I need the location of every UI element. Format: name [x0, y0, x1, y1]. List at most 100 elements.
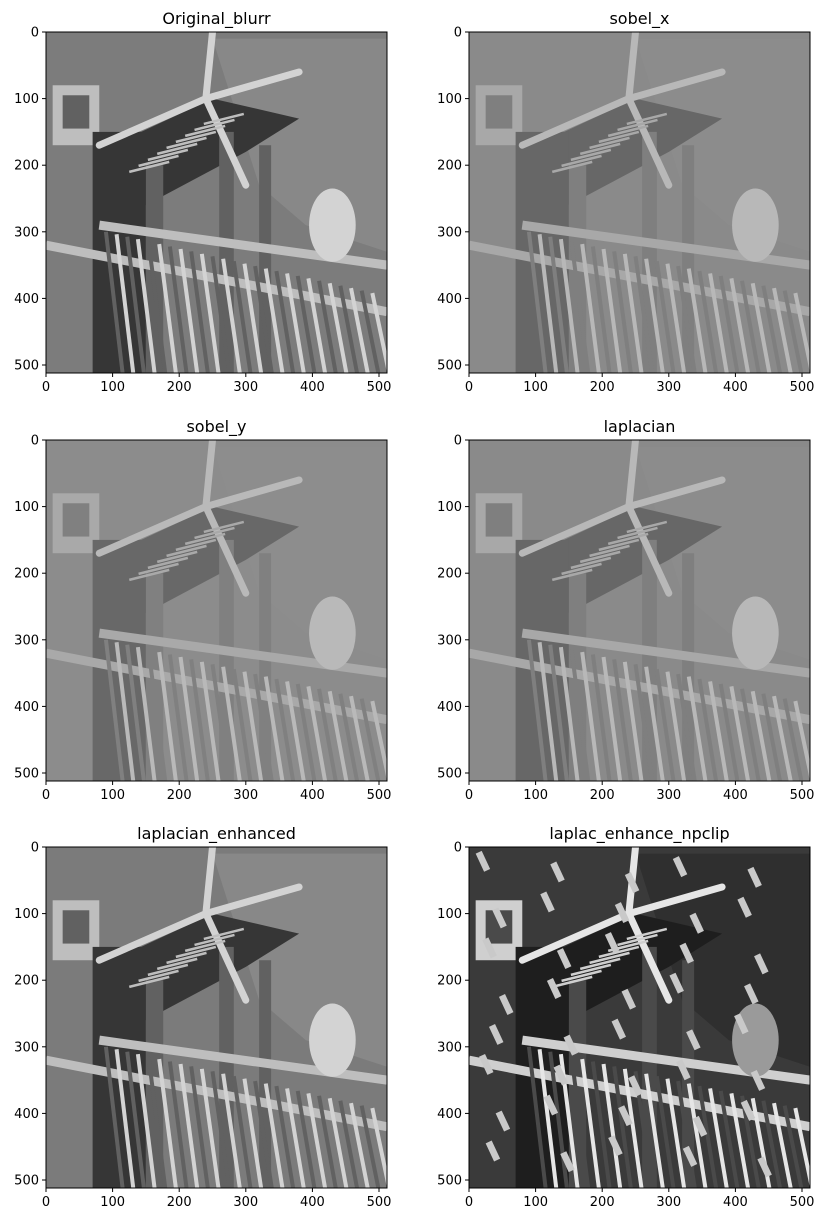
panel-5-baluster [370, 1107, 387, 1188]
panel-5-baluster [306, 1093, 328, 1188]
panel-1-baluster [274, 270, 296, 373]
panel-5-slat [203, 927, 245, 941]
panel-1-baluster [306, 278, 328, 373]
panel-4-baluster [548, 644, 569, 781]
panel-3-beam [202, 440, 217, 511]
panel-4-baluster [793, 700, 810, 781]
panel-6-clip-highlight [482, 937, 497, 959]
panel-6-clip-highlight [624, 872, 640, 894]
panel-6-slat [598, 945, 640, 959]
panel-title: laplacian [604, 417, 676, 436]
panel-2-slat [561, 154, 602, 168]
panel-4-baluster [772, 695, 793, 781]
panel-5-slat [194, 933, 235, 947]
panel-6-clip-highlight [676, 1059, 691, 1081]
panel-1-baluster [349, 287, 370, 373]
panel-5-baluster [285, 1088, 306, 1188]
panel-6-baluster [601, 1063, 623, 1188]
panel-1-slat [166, 136, 207, 150]
panel-1-baluster [135, 238, 157, 373]
panel-2-baluster [708, 273, 729, 373]
panel-5-beam [202, 910, 250, 1004]
panel-1-slat [194, 118, 235, 132]
panel-4-beam [625, 476, 726, 511]
panel-5-baluster [199, 1068, 221, 1188]
y-tick-label: 500 [14, 767, 39, 782]
axes-frame [45, 439, 388, 782]
panel-6-clip-highlight [682, 1145, 698, 1167]
panel-6-clip-highlight [750, 1069, 766, 1091]
image-content [469, 32, 810, 373]
panel-2-baluster [718, 275, 740, 373]
panel-3-baluster [221, 666, 242, 781]
panel-5-slat [128, 975, 170, 989]
panel-6-baluster [644, 1073, 665, 1188]
panel-6-clip-highlight [669, 972, 684, 994]
panel-3-baluster [253, 673, 274, 781]
y-tick-label: 400 [14, 700, 39, 715]
panel-3-slat [203, 520, 245, 534]
panel-3-beam [202, 503, 250, 597]
panel-1-blur-overlay [46, 32, 387, 373]
panel-6-clip-highlight [611, 1018, 627, 1040]
panel-2-window-pane [485, 95, 513, 129]
y-tick-label: 100 [437, 500, 462, 515]
panel-5-pillar [259, 960, 272, 1188]
panel-2-baluster [526, 231, 548, 373]
x-tick-label: 500 [367, 788, 392, 803]
panel-3-slat [138, 562, 179, 576]
panel-3-baluster [135, 646, 157, 781]
panel-2-slat [598, 130, 640, 144]
panel-6-clip-highlight [734, 1013, 749, 1035]
panel-5-slat [147, 963, 189, 977]
panel-title: laplacian_enhanced [137, 824, 296, 844]
panel-2-pillar [682, 145, 695, 373]
y-tick-label: 200 [14, 974, 39, 989]
panel-1-pillar [259, 145, 272, 373]
panel-5-baluster [263, 1083, 285, 1188]
panel-3-baluster [189, 659, 210, 781]
panel-4-baluster [718, 683, 740, 781]
panel-6-baluster [590, 1061, 612, 1188]
panel-6-clip-highlight [540, 891, 555, 913]
panel-6-slat [617, 933, 658, 947]
x-tick-label: 0 [42, 380, 50, 395]
panel-6-clip-highlight [604, 932, 620, 954]
panel-1-slat [147, 148, 189, 162]
panel-2-baluster [686, 268, 708, 373]
panel-4-baluster [697, 678, 719, 781]
panel-3-baluster [199, 661, 221, 781]
x-tick-label: 300 [656, 788, 681, 803]
panel-2-baluster [622, 253, 644, 373]
x-tick-label: 200 [590, 788, 615, 803]
panel-4-slat [570, 556, 612, 570]
panel-5-window-pane [62, 910, 90, 944]
panel-5-slat [175, 945, 217, 959]
panel-1-baluster [210, 256, 232, 373]
panel-3-baluster [231, 668, 253, 781]
panel-3-slat [128, 568, 170, 582]
panel-6-clip-highlight [563, 1034, 579, 1056]
panel-6-slat [579, 957, 621, 971]
x-tick-label: 100 [100, 788, 125, 803]
panel-1-baluster [295, 275, 317, 373]
panel-2-baluster [633, 256, 655, 373]
panel-6-beam [625, 883, 726, 918]
y-tick-label: 100 [14, 907, 39, 922]
panel-2-slat [579, 142, 621, 156]
y-tick-label: 400 [437, 292, 462, 307]
panel-3-blur-overlay [46, 440, 387, 781]
panel-6-clip-highlight [692, 1115, 708, 1137]
panel-6-clip-highlight [492, 907, 507, 929]
panel-6-slat [589, 951, 630, 965]
panel-4-baluster [676, 673, 697, 781]
x-tick-label: 300 [233, 1195, 258, 1210]
panel-6-baluster [580, 1058, 601, 1188]
panel-6-baluster [665, 1078, 687, 1188]
panel-6-clip-highlight [560, 1151, 575, 1173]
panel-6-clip-highlight [556, 948, 572, 970]
panel-6-slat [570, 963, 612, 977]
panel-5-baluster [114, 1049, 136, 1188]
panel-4-beam [625, 440, 640, 511]
panel-2-baluster [537, 234, 559, 373]
